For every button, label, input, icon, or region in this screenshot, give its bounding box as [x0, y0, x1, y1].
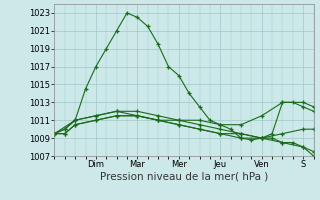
- X-axis label: Pression niveau de la mer( hPa ): Pression niveau de la mer( hPa ): [100, 172, 268, 182]
